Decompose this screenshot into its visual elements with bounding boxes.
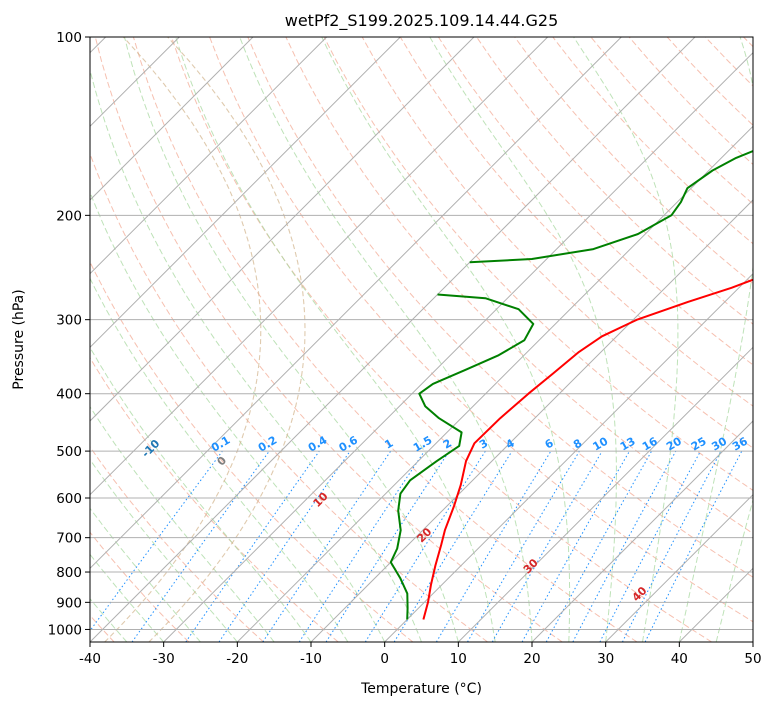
isotherm	[384, 272, 753, 642]
dry-adiabat	[209, 37, 753, 623]
moist-adiabat	[239, 37, 533, 642]
background-lines	[90, 37, 753, 642]
mixing-ratio-line	[545, 450, 653, 642]
moist-adiabat	[90, 190, 386, 642]
isotherm	[236, 125, 753, 642]
dewpoint-profile-line	[469, 150, 753, 264]
y-tick-label: 400	[56, 387, 82, 403]
moist-adiabat	[90, 277, 349, 642]
mixing-ratio-line	[393, 450, 513, 642]
moist-adiabat	[678, 37, 753, 642]
chart-title: wetPf2_S199.2025.109.14.44.G25	[285, 11, 559, 31]
dewpoint-profile-line	[389, 293, 535, 620]
thermal-curve	[104, 37, 262, 642]
moist-adiabat	[124, 37, 459, 642]
isotherm	[90, 37, 622, 570]
dry-adiabat	[90, 446, 264, 642]
y-tick-label: 700	[56, 531, 82, 547]
dry-adiabat	[94, 37, 563, 642]
isotherm	[457, 346, 753, 642]
x-axis-label: Temperature (°C)	[360, 681, 482, 697]
dry-adiabat	[437, 37, 753, 366]
mixing-ratio-line	[325, 450, 450, 642]
mixing-ratio-line	[131, 450, 270, 642]
isotherm	[605, 493, 753, 642]
mixing-ratio-line	[90, 450, 223, 632]
x-tick-label: 10	[450, 651, 467, 667]
dry-adiabat	[361, 37, 753, 449]
isotherm	[90, 37, 401, 349]
thermal-curve	[148, 37, 306, 642]
x-tick-label: -10	[300, 651, 322, 667]
isotherm	[90, 37, 475, 422]
isotherm	[310, 199, 753, 642]
isotherm	[90, 37, 328, 275]
y-tick-label: 300	[56, 313, 82, 329]
x-tick-label: 20	[523, 651, 540, 667]
x-tick-label: 30	[597, 651, 614, 667]
x-tick-label: -30	[153, 651, 175, 667]
isotherm	[163, 51, 753, 642]
dry-adiabat	[399, 37, 753, 407]
plot-frame	[89, 36, 754, 643]
mixing-ratio-line	[185, 450, 320, 642]
dry-adiabat	[132, 37, 638, 642]
x-tick-label: 0	[380, 651, 389, 667]
y-tick-label: 1000	[48, 622, 82, 638]
y-tick-label: 800	[56, 565, 82, 581]
mixing-ratio-line	[218, 450, 351, 642]
mixing-ratio-line	[521, 450, 630, 642]
x-tick-label: 40	[671, 651, 688, 667]
moist-adiabat	[90, 553, 165, 642]
mixing-ratio-line	[262, 450, 392, 642]
moist-adiabat	[321, 37, 571, 642]
moist-adiabat	[90, 68, 422, 642]
mixing-ratio-line	[298, 450, 425, 642]
y-tick-label: 900	[56, 595, 82, 611]
moist-adiabat	[90, 507, 201, 642]
y-tick-label: 100	[56, 30, 82, 46]
dry-adiabat	[90, 531, 190, 642]
isotherm	[531, 420, 753, 642]
mixing-ratio-line	[572, 450, 677, 642]
moist-adiabat	[175, 37, 496, 642]
x-tick-label: 50	[744, 651, 761, 667]
profile-series	[389, 150, 753, 620]
axis-ticks: -40 -30 -20 -10 0 10 20 30 40 50 100 200 300 400 500 60…	[48, 30, 762, 667]
y-axis-label: Pressure (hPa)	[11, 289, 27, 389]
isotherm	[90, 37, 549, 496]
isotherm	[90, 37, 254, 201]
dry-adiabat	[285, 37, 753, 535]
moist-adiabat	[90, 458, 238, 642]
temperature-profile-line	[422, 278, 753, 620]
dry-adiabat	[90, 356, 339, 642]
y-tick-label: 200	[56, 208, 82, 224]
moist-adiabat	[573, 37, 679, 642]
moist-adiabat	[429, 37, 617, 642]
dry-adiabat	[90, 152, 488, 642]
x-tick-label: -40	[79, 651, 101, 667]
mixing-ratio-line	[644, 450, 743, 642]
moist-adiabat	[90, 597, 128, 642]
y-tick-label: 600	[56, 491, 82, 507]
isotherm	[90, 37, 696, 642]
y-tick-label: 500	[56, 444, 82, 460]
x-tick-label: -20	[226, 651, 248, 667]
dry-adiabat	[247, 37, 753, 578]
